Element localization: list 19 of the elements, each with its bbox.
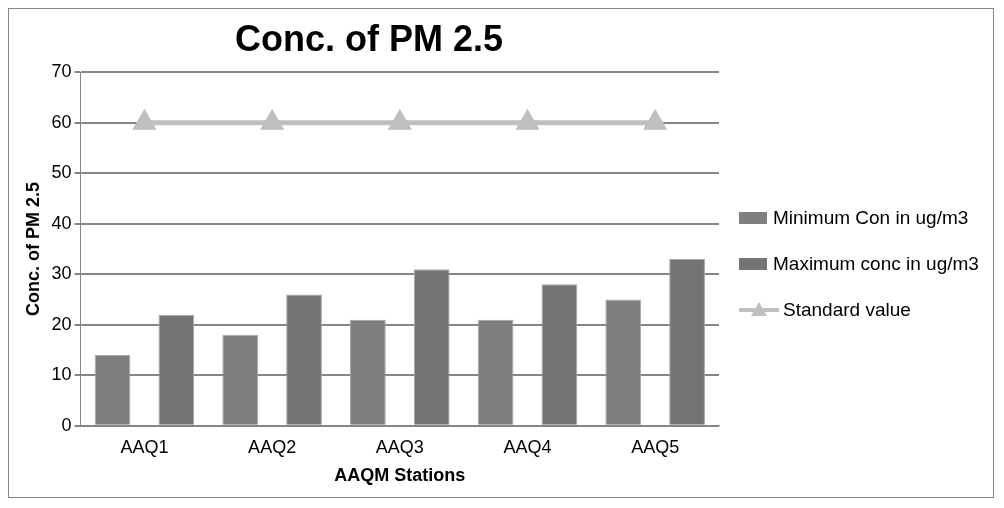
x-tick-label: AAQ4 bbox=[503, 436, 552, 457]
y-tick-label: 40 bbox=[51, 212, 72, 233]
y-axis-title: Conc. of PM 2.5 bbox=[22, 181, 43, 317]
y-tick-label: 20 bbox=[51, 313, 72, 334]
x-tick-label: AAQ2 bbox=[248, 436, 297, 457]
chart-title: Conc. of PM 2.5 bbox=[234, 17, 504, 59]
x-axis-title: AAQM Stations bbox=[334, 465, 466, 486]
y-tick-label: 70 bbox=[51, 61, 72, 82]
x-tick-label: AAQ1 bbox=[120, 436, 169, 457]
legend-label: Standard value bbox=[783, 298, 911, 322]
x-tick-label: AAQ5 bbox=[631, 436, 680, 457]
legend-label: Maximum conc in ug/m3 bbox=[773, 252, 979, 276]
y-tick-label: 30 bbox=[51, 263, 72, 284]
y-tick-label: 50 bbox=[51, 162, 72, 183]
x-tick-label: AAQ3 bbox=[375, 436, 424, 457]
y-tick-label: 10 bbox=[51, 364, 72, 385]
y-tick-label: 0 bbox=[61, 414, 72, 435]
y-tick-label: 60 bbox=[51, 111, 72, 132]
legend-label: Minimum Con in ug/m3 bbox=[773, 206, 969, 230]
